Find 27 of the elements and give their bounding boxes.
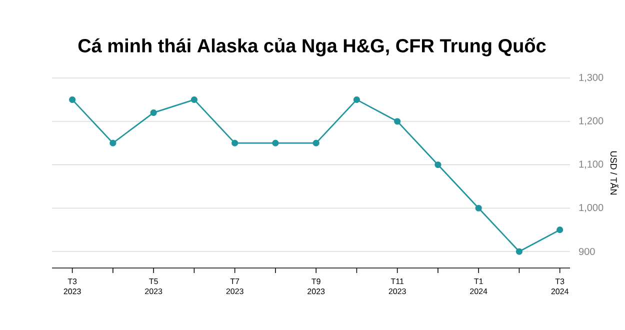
x-tick-label: T3 2023	[64, 278, 81, 294]
point	[434, 161, 442, 168]
point	[516, 248, 523, 255]
y-tick-label: 900	[579, 248, 595, 256]
point	[353, 96, 360, 103]
point	[394, 118, 401, 125]
point	[272, 140, 279, 146]
x-tick-label: T5 2023	[145, 278, 162, 294]
point	[69, 96, 76, 103]
x-tick-label: T11 2023	[388, 278, 406, 294]
x-tick-label: T7 2023	[226, 278, 244, 294]
x-tick-label: T1 2024	[470, 278, 488, 294]
y-tick-label: 1,100	[579, 160, 604, 169]
point	[312, 140, 320, 146]
y-tick-label: 1,000	[579, 204, 604, 212]
x-tick-label: T9 2023	[308, 278, 325, 294]
point	[556, 226, 564, 234]
point	[475, 204, 482, 212]
y-tick-label: 1,200	[579, 117, 604, 126]
y-tick-label: 1,300	[579, 74, 604, 82]
x-tick-label: T3 2024	[551, 278, 569, 294]
point	[232, 140, 238, 146]
point	[190, 96, 198, 103]
point	[110, 140, 116, 146]
y-axis-title: USD / TẤN	[610, 151, 619, 195]
chart-title: Cá minh thái Alaska của Nga H&G, CFR Trung Quốc	[78, 38, 546, 56]
point	[150, 109, 157, 116]
